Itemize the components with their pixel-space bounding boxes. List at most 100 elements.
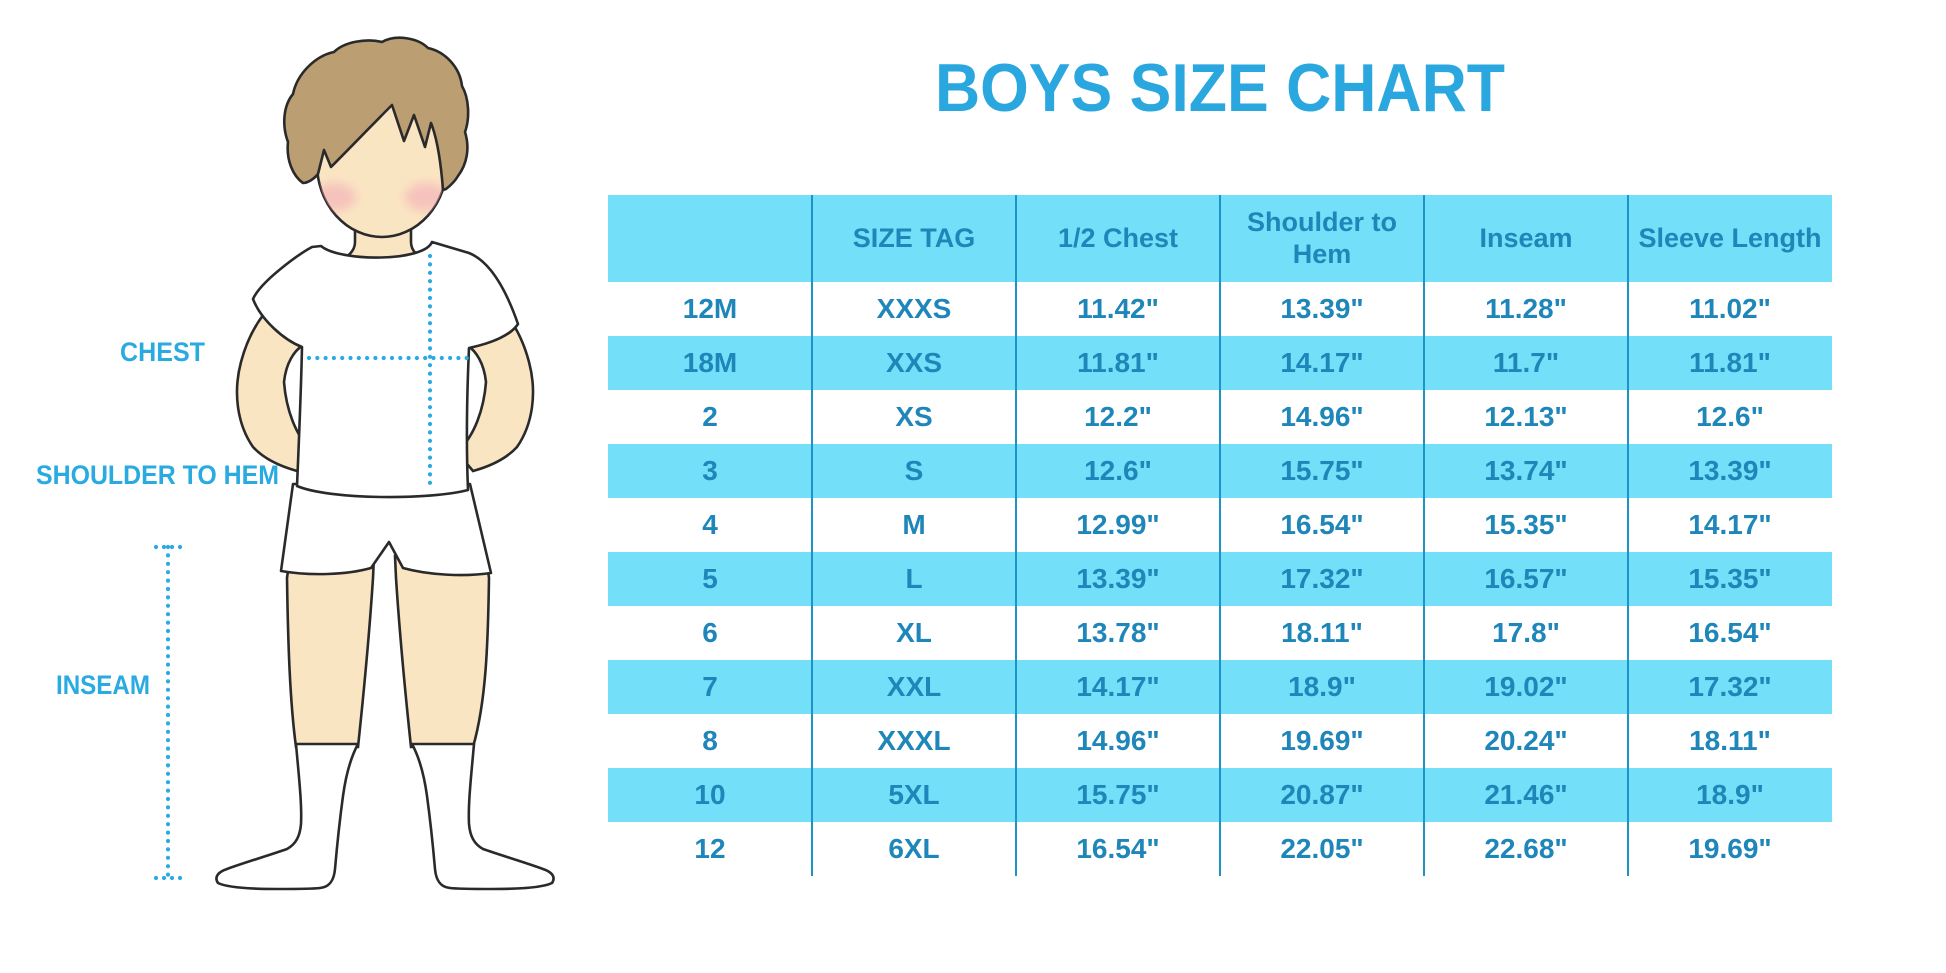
- cell: 12.6": [1696, 401, 1764, 432]
- table-row-6: 6 XL 13.78" 18.11" 17.8" 16.54": [608, 606, 1832, 660]
- cell: 11.42": [1077, 293, 1159, 324]
- table-row-2: 2 XS 12.2" 14.96" 12.13" 12.6": [608, 390, 1832, 444]
- cell: 19.02": [1484, 671, 1568, 702]
- t-shirt: [251, 240, 520, 499]
- cell: 12.13": [1484, 401, 1568, 432]
- left-leg: [285, 554, 376, 749]
- table-row-18M: 18M XXS 11.81" 14.17" 11.7" 11.81": [608, 336, 1832, 390]
- cell: M: [902, 509, 926, 540]
- cell: 15.75": [1076, 779, 1160, 810]
- shorts: [279, 482, 493, 577]
- cell: 16.57": [1484, 563, 1568, 594]
- cell: 13.39": [1688, 455, 1772, 486]
- cell: 14.17": [1076, 671, 1160, 702]
- left-sock: [215, 742, 360, 891]
- row-size-label: 18M: [682, 347, 738, 378]
- cell: 22.68": [1484, 833, 1568, 864]
- cell: 17.32": [1688, 671, 1772, 702]
- cell: 22.05": [1280, 833, 1364, 864]
- column-header-4: Inseam: [1479, 222, 1573, 253]
- boy-measurement-illustration: CHEST SHOULDER TO HEM INSEAM: [36, 36, 555, 891]
- table-row-10: 10 5XL 15.75" 20.87" 21.46" 18.9": [608, 768, 1832, 822]
- row-size-label: 12: [694, 833, 726, 864]
- column-header-1: SIZE TAG: [852, 222, 976, 253]
- row-size-label: 8: [702, 725, 718, 756]
- table-row-5: 5 L 13.39" 17.32" 16.57" 15.35": [608, 552, 1832, 606]
- row-size-label: 3: [702, 455, 718, 486]
- table-row-3: 3 S 12.6" 15.75" 13.74" 13.39": [608, 444, 1832, 498]
- column-header-5: Sleeve Length: [1638, 222, 1822, 253]
- row-size-label: 12M: [682, 293, 738, 324]
- cell: 11.02": [1689, 293, 1771, 324]
- column-header-2: 1/2 Chest: [1057, 222, 1179, 253]
- size-chart-table: SIZE TAG 1/2 Chest Shoulder to Hem Inseam Sl…: [608, 195, 1832, 876]
- cell: 14.17": [1688, 509, 1772, 540]
- cell: 6XL: [888, 833, 940, 864]
- cell: 18.9": [1288, 671, 1356, 702]
- row-size-label: 10: [694, 779, 726, 810]
- cell: 12.6": [1084, 455, 1152, 486]
- row-size-label: 7: [702, 671, 718, 702]
- cell: 17.32": [1280, 563, 1364, 594]
- table-row-7: 7 XXL 14.17" 18.9" 19.02" 17.32": [608, 660, 1832, 714]
- cell: 20.24": [1484, 725, 1568, 756]
- shoulder-to-hem-label: SHOULDER TO HEM: [36, 460, 279, 490]
- cell: 14.96": [1076, 725, 1160, 756]
- cell: 14.17": [1280, 347, 1364, 378]
- cell: 11.28": [1485, 293, 1567, 324]
- cell: 14.96": [1280, 401, 1364, 432]
- cell: 16.54": [1280, 509, 1364, 540]
- table-body: 12M XXXS 11.42" 13.39" 11.28" 11.02" 18M XXS 11.…: [608, 282, 1832, 876]
- cell: XXL: [886, 671, 942, 702]
- cell: 12.99": [1076, 509, 1160, 540]
- cell: 18.11": [1281, 617, 1363, 648]
- cell: 13.39": [1280, 293, 1364, 324]
- cell: 15.75": [1280, 455, 1364, 486]
- right-sock: [410, 742, 555, 891]
- cell: 11.7": [1492, 347, 1560, 378]
- chest-label: CHEST: [120, 337, 205, 367]
- cell: 17.8": [1492, 617, 1560, 648]
- hair: [283, 36, 470, 192]
- cell: 19.69": [1280, 725, 1364, 756]
- cell: 11.81": [1077, 347, 1159, 378]
- row-size-label: 4: [702, 509, 718, 540]
- table-row-8: 8 XXXL 14.96" 19.69" 20.24" 18.11": [608, 714, 1832, 768]
- row-size-label: 6: [702, 617, 718, 648]
- table-row-12M: 12M XXXS 11.42" 13.39" 11.28" 11.02": [608, 282, 1832, 336]
- inseam-label: INSEAM: [56, 670, 150, 700]
- cell: 21.46": [1484, 779, 1568, 810]
- cell: 11.81": [1689, 347, 1771, 378]
- cell: XL: [896, 617, 932, 648]
- right-leg: [393, 554, 491, 749]
- cell: 16.54": [1688, 617, 1772, 648]
- page-title: BOYS SIZE CHART: [934, 50, 1506, 126]
- cell: 13.39": [1076, 563, 1160, 594]
- cell: 18.9": [1696, 779, 1764, 810]
- row-size-label: 2: [702, 401, 718, 432]
- table-row-12: 12 6XL 16.54" 22.05" 22.68" 19.69": [608, 822, 1832, 876]
- cell: XXS: [885, 347, 943, 378]
- cell: XXXS: [876, 293, 952, 324]
- cell: 15.35": [1484, 509, 1568, 540]
- cell: XXXL: [877, 725, 951, 756]
- cell: 5XL: [888, 779, 940, 810]
- cell: S: [904, 455, 924, 486]
- column-header-0: [608, 195, 812, 282]
- cell: XS: [895, 401, 933, 432]
- cell: 20.87": [1280, 779, 1364, 810]
- cell: 19.69": [1688, 833, 1772, 864]
- table-row-4: 4 M 12.99" 16.54" 15.35" 14.17": [608, 498, 1832, 552]
- cell: 13.78": [1076, 617, 1160, 648]
- cell: 13.74": [1484, 455, 1568, 486]
- column-header-3: Shoulder to Hem: [1247, 207, 1397, 269]
- cell: 12.2": [1084, 401, 1152, 432]
- cell: 15.35": [1688, 563, 1772, 594]
- cell: 16.54": [1076, 833, 1160, 864]
- row-size-label: 5: [702, 563, 718, 594]
- table-header-row: SIZE TAG 1/2 Chest Shoulder to Hem Inseam Sl…: [608, 195, 1832, 282]
- cell: L: [905, 563, 923, 594]
- left-cheek-blush: [317, 183, 356, 211]
- cell: 18.11": [1689, 725, 1771, 756]
